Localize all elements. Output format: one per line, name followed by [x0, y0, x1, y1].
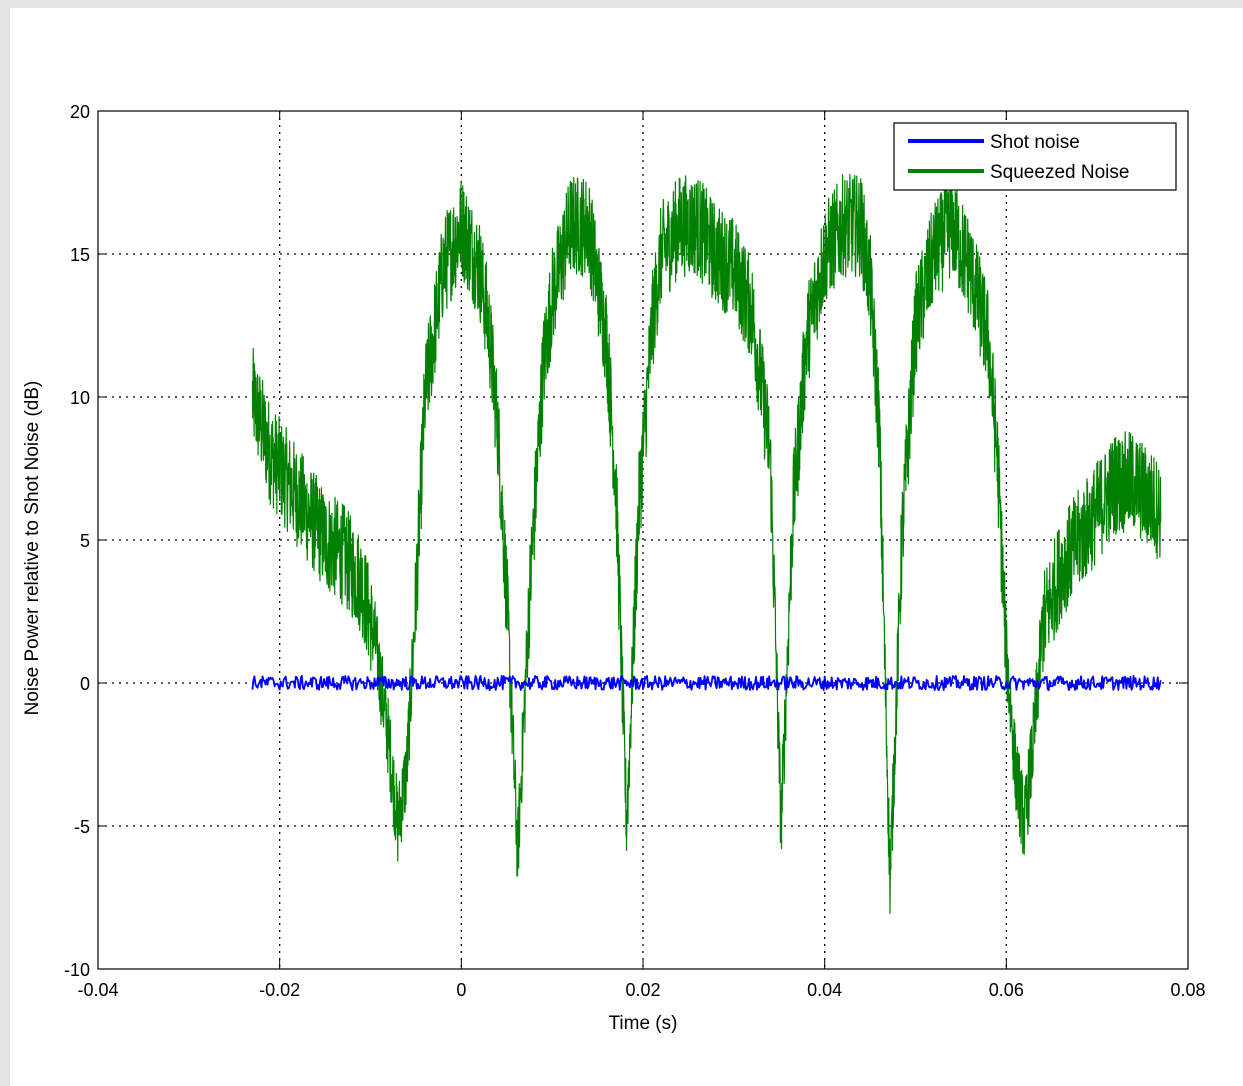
legend-label-squeezed-noise: Squeezed Noise — [990, 162, 1129, 183]
x-tick-label: 0.04 — [807, 980, 842, 1000]
y-tick-label: 5 — [80, 531, 90, 551]
x-tick-label: 0.08 — [1170, 980, 1205, 1000]
plot: -0.04 -0.02 0 0.02 0.04 0.06 0.08 -10 -5 0 5 10 15 2… — [22, 102, 1206, 1034]
axis-ticks — [97, 110, 1189, 970]
legend-box — [893, 122, 1177, 191]
x-axis-label: Time (s) — [609, 1013, 678, 1034]
y-tick-label: 20 — [70, 102, 90, 122]
series-lines — [251, 173, 1162, 914]
x-tick-label: -0.02 — [259, 980, 300, 1000]
x-tick-label: 0 — [456, 980, 466, 1000]
x-tick-label: -0.04 — [77, 980, 118, 1000]
legend: Shot noise Squeezed Noise — [893, 122, 1177, 191]
y-tick-label: 15 — [70, 245, 90, 265]
y-tick-label: 0 — [80, 674, 90, 694]
series-line-squeezed-noise — [251, 173, 1162, 914]
x-tick-labels: -0.04 -0.02 0 0.02 0.04 0.06 0.08 — [77, 980, 1205, 1000]
grid-lines — [98, 111, 1188, 969]
figure: -0.04 -0.02 0 0.02 0.04 0.06 0.08 -10 -5 0 5 10 15 2… — [10, 8, 1243, 1086]
x-tick-label: 0.06 — [989, 980, 1024, 1000]
legend-label-shot-noise: Shot noise — [990, 132, 1080, 153]
y-axis-label: Noise Power relative to Shot Noise (dB) — [22, 381, 43, 716]
x-tick-label: 0.02 — [625, 980, 660, 1000]
y-tick-labels: -10 -5 0 5 10 15 20 — [64, 102, 90, 980]
y-tick-label: 10 — [70, 388, 90, 408]
series-line-shot-noise — [251, 674, 1162, 692]
y-tick-label: -5 — [74, 817, 90, 837]
y-tick-label: -10 — [64, 960, 90, 980]
